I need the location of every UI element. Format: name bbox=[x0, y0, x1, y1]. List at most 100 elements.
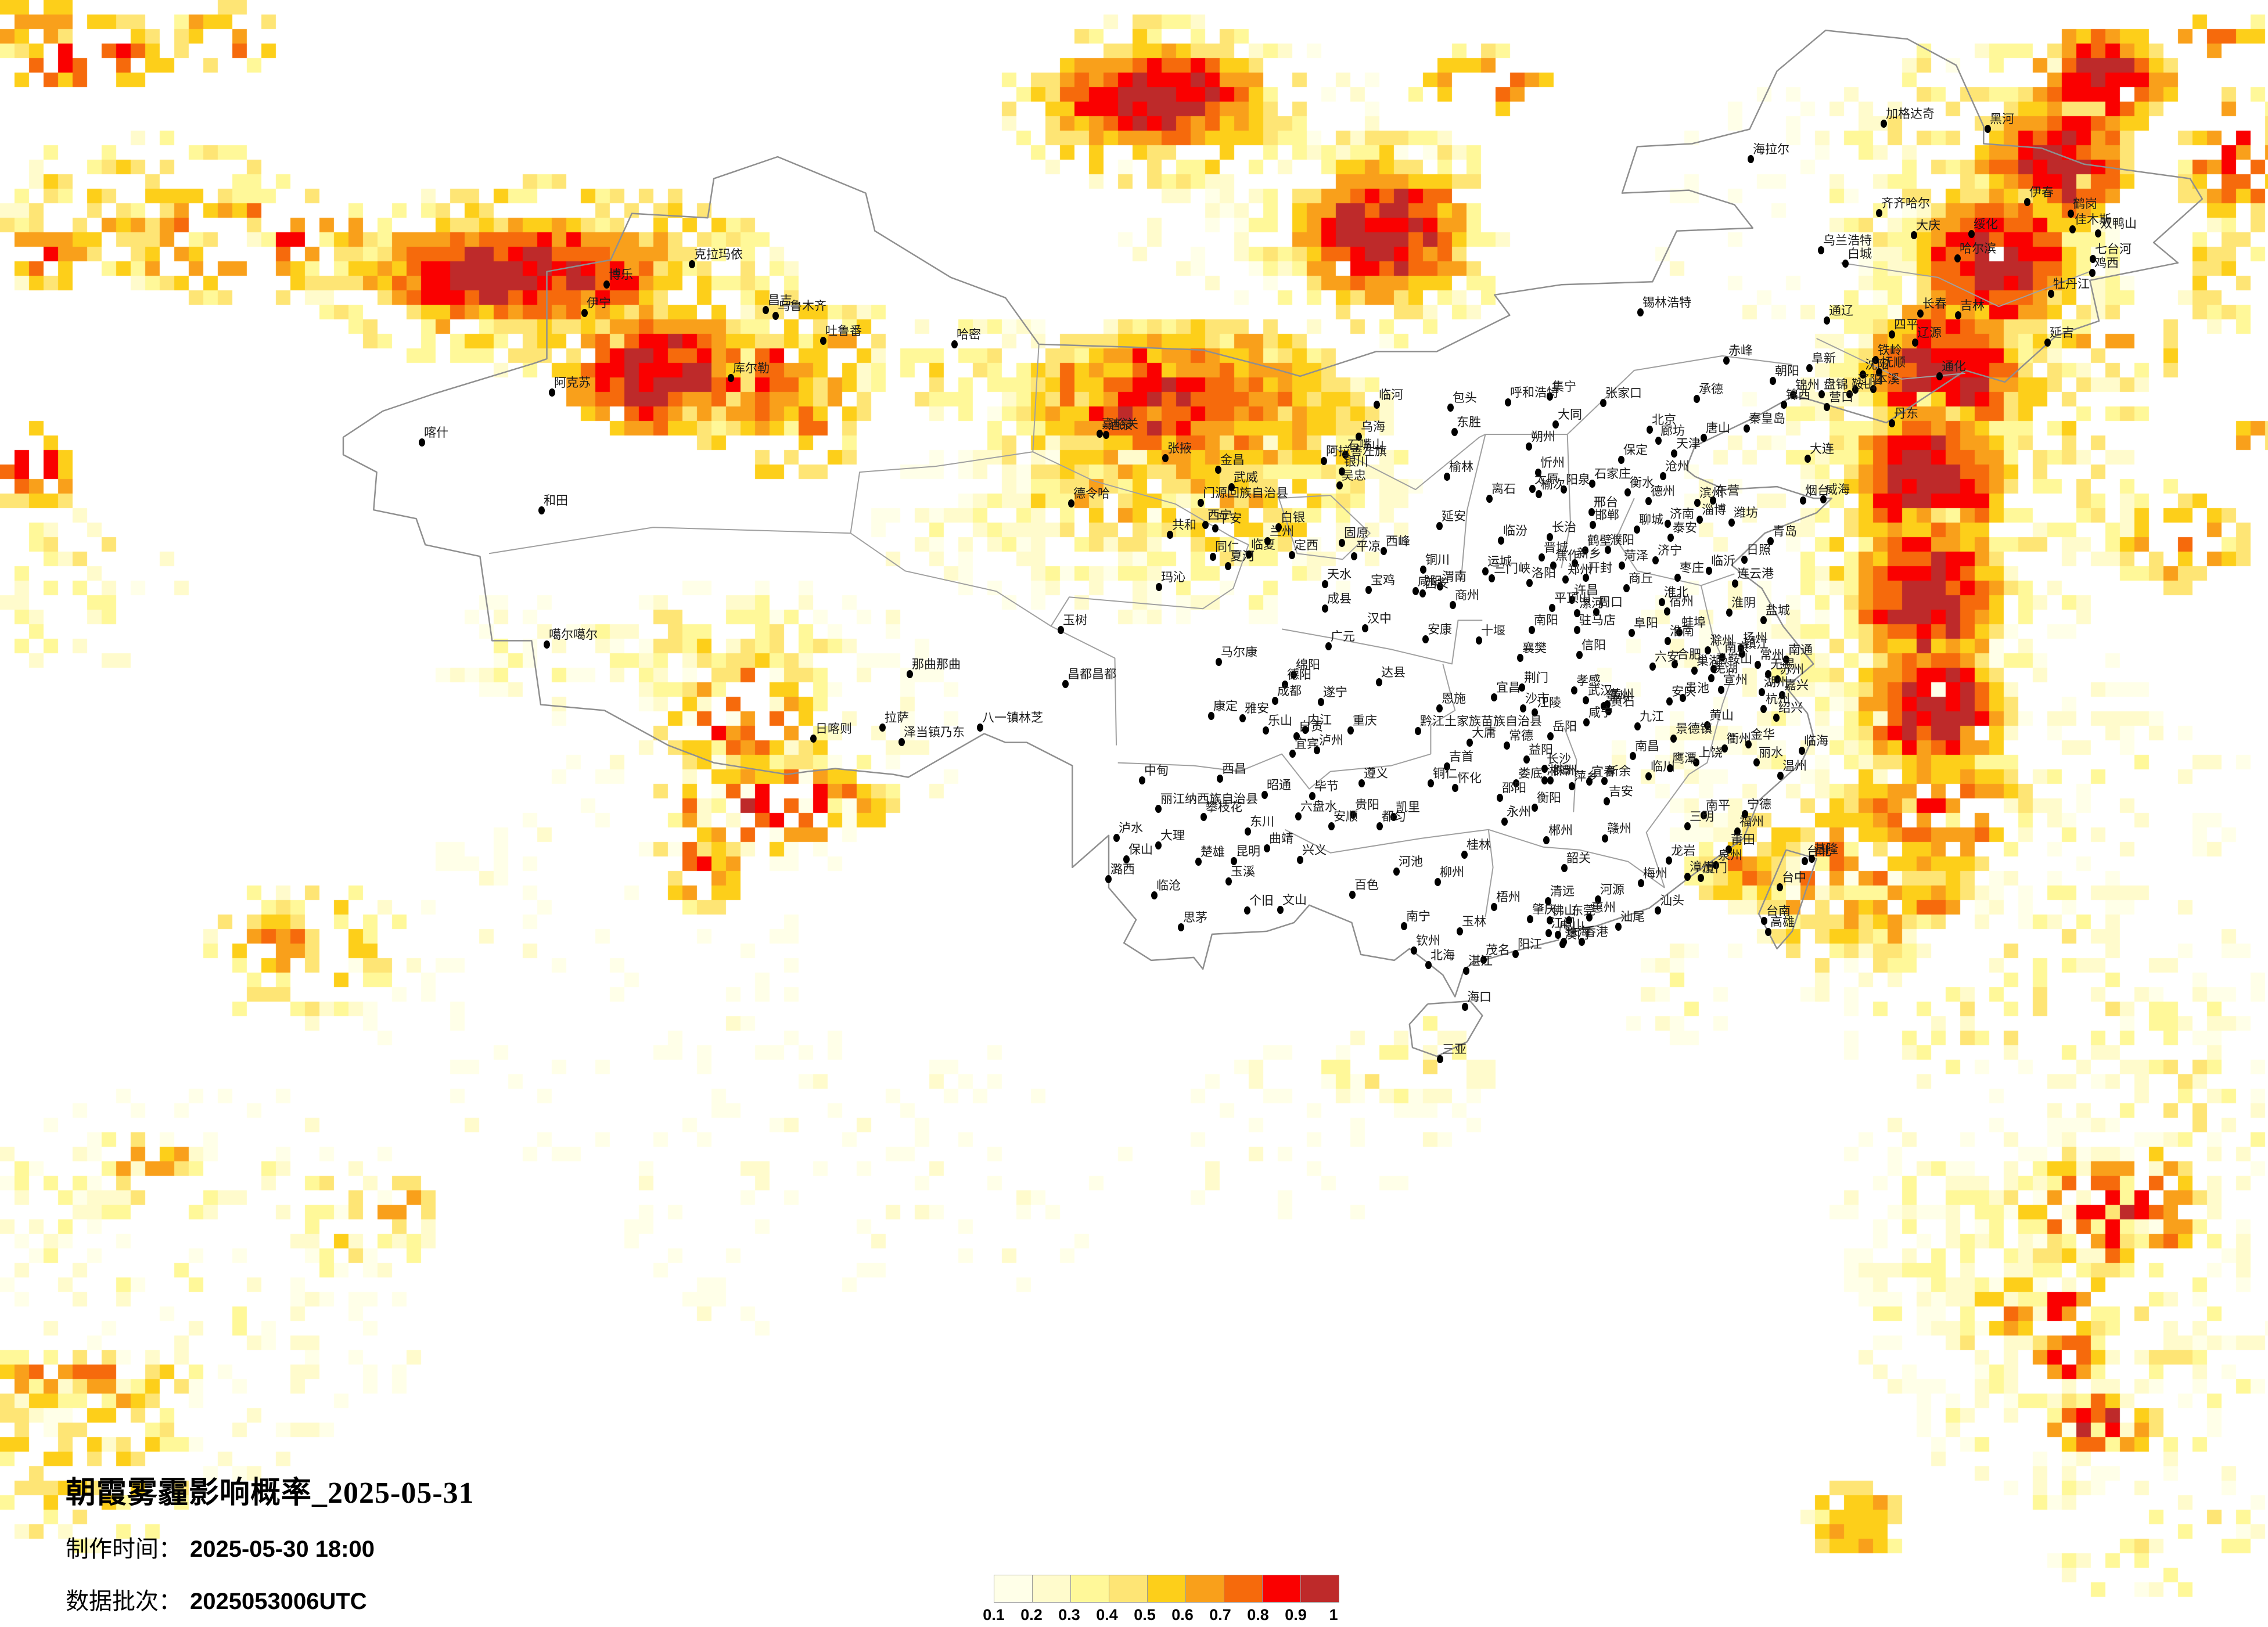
city-dot bbox=[1228, 483, 1235, 491]
legend-swatch bbox=[1262, 1575, 1300, 1603]
city-dot bbox=[1105, 875, 1112, 883]
city-label: 南昌 bbox=[1635, 740, 1659, 753]
city-dot bbox=[1818, 390, 1825, 398]
legend-tick-label: 0.4 bbox=[1096, 1606, 1118, 1624]
city-dot bbox=[1212, 524, 1219, 532]
city-label: 洛阳 bbox=[1532, 567, 1556, 580]
city-dot bbox=[1704, 721, 1710, 729]
city-label: 海拉尔 bbox=[1753, 143, 1789, 156]
city-dot bbox=[1583, 574, 1589, 582]
city-label: 鸡西 bbox=[2094, 257, 2119, 270]
city-label: 牡丹江 bbox=[2053, 278, 2090, 291]
city-label: 威海 bbox=[1825, 483, 1850, 496]
city-label: 克拉玛依 bbox=[694, 248, 743, 261]
city-dot bbox=[1245, 827, 1251, 836]
city-label: 台中 bbox=[1782, 871, 1806, 884]
city-dot bbox=[1824, 316, 1830, 325]
city-label: 榆次 bbox=[1541, 478, 1565, 491]
city-dot bbox=[1710, 665, 1717, 673]
legend-swatch bbox=[1224, 1575, 1262, 1603]
city-label: 孝感 bbox=[1576, 674, 1601, 687]
city-dot bbox=[1231, 857, 1237, 865]
city-label: 岳阳 bbox=[1552, 720, 1577, 733]
city-dot bbox=[1275, 523, 1282, 531]
city-dot bbox=[1425, 961, 1432, 969]
city-label: 安康 bbox=[1428, 623, 1452, 636]
city-dot bbox=[1436, 704, 1443, 712]
city-dot bbox=[1634, 722, 1641, 730]
city-label: 吉安 bbox=[1609, 785, 1633, 798]
city-dot bbox=[1618, 456, 1624, 464]
city-label: 门源回族自治县 bbox=[1203, 487, 1288, 500]
city-dot bbox=[1462, 1003, 1468, 1011]
city-dot bbox=[1781, 401, 1787, 409]
city-dot bbox=[1545, 897, 1551, 905]
city-label: 长沙 bbox=[1547, 753, 1571, 766]
city-label: 惠州 bbox=[1591, 901, 1616, 915]
city-dot bbox=[1586, 913, 1593, 922]
city-dot bbox=[1968, 230, 1975, 238]
city-dot bbox=[1246, 550, 1252, 559]
legend-tick-label: 0.2 bbox=[1020, 1606, 1043, 1624]
city-dot bbox=[1374, 401, 1380, 409]
city-dot bbox=[1501, 818, 1508, 826]
city-dot bbox=[1435, 878, 1441, 886]
city-dot bbox=[603, 280, 610, 289]
city-dot bbox=[1062, 680, 1069, 688]
city-dot bbox=[1728, 519, 1735, 527]
city-dot bbox=[1201, 813, 1207, 821]
city-dot bbox=[1774, 675, 1781, 683]
legend-tick-label: 0.3 bbox=[1058, 1606, 1080, 1624]
made-time-value: 2025-05-30 18:00 bbox=[190, 1536, 375, 1562]
city-label: 梧州 bbox=[1496, 891, 1521, 904]
legend-swatch bbox=[1300, 1575, 1339, 1603]
city-label: 文山 bbox=[1282, 894, 1307, 907]
city-dot bbox=[1526, 579, 1533, 587]
city-label: 梅州 bbox=[1643, 867, 1667, 880]
city-dot bbox=[1461, 851, 1468, 859]
city-dot bbox=[1649, 663, 1656, 671]
data-batch-value: 2025053006UTC bbox=[190, 1589, 367, 1614]
city-label: 盐城 bbox=[1766, 604, 1790, 617]
city-label: 黔江土家族苗族自治县 bbox=[1420, 715, 1542, 728]
city-dot bbox=[1745, 740, 1752, 748]
city-label: 清远 bbox=[1550, 885, 1575, 898]
city-label: 共和 bbox=[1172, 519, 1196, 532]
city-label: 石家庄 bbox=[1594, 467, 1631, 481]
legend-tick-label: 1 bbox=[1329, 1606, 1338, 1624]
city-label: 宿州 bbox=[1669, 595, 1694, 609]
city-label: 昌都昌都 bbox=[1067, 668, 1116, 681]
city-label: 临沂 bbox=[1711, 555, 1735, 568]
city-label: 邵阳 bbox=[1502, 782, 1526, 795]
city-dot bbox=[544, 640, 550, 649]
city-label: 南阳 bbox=[1534, 614, 1558, 627]
city-dot bbox=[1482, 567, 1489, 575]
city-dot bbox=[2090, 255, 2096, 263]
city-dot bbox=[1381, 547, 1387, 555]
city-dot bbox=[1600, 399, 1606, 407]
city-dot bbox=[1467, 739, 1473, 747]
city-label: 承德 bbox=[1699, 383, 1723, 396]
city-label: 永州 bbox=[1507, 805, 1531, 819]
legend-tick-label: 0.1 bbox=[983, 1606, 1005, 1624]
city-label: 佛山 bbox=[1552, 904, 1576, 917]
city-dot bbox=[1680, 694, 1686, 702]
city-label: 济南 bbox=[1670, 507, 1694, 521]
city-dot bbox=[1767, 537, 1774, 545]
city-label: 江门 bbox=[1551, 917, 1575, 930]
city-dot bbox=[1799, 747, 1805, 755]
city-label: 临海 bbox=[1804, 735, 1828, 748]
city-dot bbox=[1665, 637, 1671, 645]
city-label: 咸宁 bbox=[1588, 706, 1613, 719]
probability-legend: 0.1 0.2 0.3 0.4 0.5 0.6 0.7 0.8 0.9 1 bbox=[983, 1575, 1339, 1627]
city-label: 曲靖 bbox=[1269, 832, 1293, 845]
city-label: 阜阳 bbox=[1634, 617, 1658, 630]
city-label: 都匀 bbox=[1382, 810, 1406, 823]
city-dot bbox=[1674, 574, 1681, 582]
city-dot bbox=[1738, 644, 1744, 652]
city-dot bbox=[1463, 967, 1469, 975]
city-dot bbox=[763, 306, 769, 314]
city-label: 集宁 bbox=[1552, 380, 1576, 394]
city-label: 白城 bbox=[1848, 247, 1872, 261]
